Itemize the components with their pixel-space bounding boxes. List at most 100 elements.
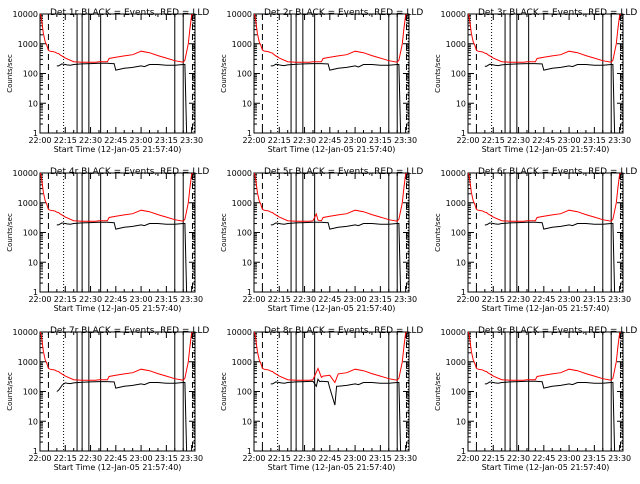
x-tick-label: 22:45 — [532, 136, 555, 145]
series-line-red — [254, 14, 408, 63]
x-tick-label: 23:30 — [180, 295, 203, 304]
y-tick-label: 1000 — [232, 199, 252, 208]
y-tick-label: 10000 — [13, 169, 38, 178]
x-tick-label: 22:15 — [268, 454, 291, 463]
y-tick-label: 10 — [456, 417, 466, 426]
y-tick-label: 100 — [237, 229, 252, 238]
chart-title: Det 2r BLACK = Events, RED = LLD — [264, 8, 423, 18]
y-axis-label: Counts/sec — [6, 54, 14, 93]
y-tick-label: 100 — [451, 70, 466, 79]
series-line-black — [56, 221, 188, 292]
x-axis-label: Start Time (12-Jan-05 21:57:40) — [268, 463, 396, 472]
chart-panel-3: 1 10 100 1000 10000 22:00 22:15 22:30 22:45 23:00… — [434, 8, 637, 154]
y-tick-label: 100 — [451, 388, 466, 397]
x-tick-label: 22:00 — [456, 136, 479, 145]
plot-frame — [39, 13, 196, 134]
x-tick-label: 23:15 — [369, 136, 392, 145]
x-tick-label: 22:15 — [54, 454, 77, 463]
x-tick-label: 23:15 — [583, 295, 606, 304]
x-axis-label: Start Time (12-Jan-05 21:57:40) — [54, 463, 182, 472]
y-axis-label: Counts/sec — [220, 372, 228, 411]
series-line-red — [40, 14, 194, 63]
y-tick-label: 10000 — [13, 10, 38, 19]
x-tick-label: 22:30 — [293, 454, 316, 463]
series-line-black — [56, 62, 188, 133]
chart-panel-4: 1 10 100 1000 10000 22:00 22:15 22:30 22:45 23:00… — [6, 167, 209, 313]
series-line-black — [484, 380, 616, 451]
plot-area — [40, 332, 195, 451]
plot-area — [468, 14, 623, 133]
y-axis-label: Counts/sec — [434, 213, 442, 252]
chart-title: Det 8r BLACK = Events, RED = LLD — [264, 326, 423, 336]
chart-panel-1: 1 10 100 1000 10000 22:00 22:15 22:30 22:45 23:00… — [6, 8, 209, 154]
y-tick-label: 1 — [33, 129, 38, 138]
x-axis-label: Start Time (12-Jan-05 21:57:40) — [482, 145, 610, 154]
y-tick-label: 1 — [247, 288, 252, 297]
x-tick-label: 22:15 — [482, 454, 505, 463]
x-tick-label: 23:15 — [583, 136, 606, 145]
y-tick-label: 100 — [237, 388, 252, 397]
x-tick-label: 22:15 — [482, 136, 505, 145]
x-tick-label: 22:45 — [104, 295, 127, 304]
x-tick-label: 23:30 — [608, 136, 631, 145]
y-tick-label: 1 — [247, 129, 252, 138]
y-tick-label: 1000 — [232, 40, 252, 49]
y-tick-label: 1000 — [446, 358, 466, 367]
plot-frame — [467, 331, 624, 452]
y-axis-label: Counts/sec — [6, 213, 14, 252]
x-axis-label: Start Time (12-Jan-05 21:57:40) — [482, 304, 610, 313]
plot-frame — [253, 172, 410, 293]
x-tick-label: 23:00 — [344, 136, 367, 145]
y-tick-label: 1 — [461, 288, 466, 297]
x-tick-label: 23:00 — [558, 136, 581, 145]
chart-panel-5: 1 10 100 1000 10000 22:00 22:15 22:30 22:45 23:00… — [220, 167, 423, 313]
x-tick-label: 22:00 — [242, 454, 265, 463]
series-line-black — [270, 221, 402, 292]
x-tick-label: 22:30 — [79, 295, 102, 304]
y-axis-label: Counts/sec — [220, 213, 228, 252]
x-tick-label: 22:30 — [293, 136, 316, 145]
y-tick-label: 1 — [247, 447, 252, 456]
x-tick-label: 22:15 — [268, 136, 291, 145]
x-axis-label: Start Time (12-Jan-05 21:57:40) — [268, 145, 396, 154]
x-tick-label: 22:00 — [456, 454, 479, 463]
plot-area — [254, 332, 409, 451]
x-axis-label: Start Time (12-Jan-05 21:57:40) — [54, 304, 182, 313]
x-tick-label: 22:00 — [242, 136, 265, 145]
x-tick-label: 22:45 — [318, 295, 341, 304]
x-tick-label: 22:45 — [318, 454, 341, 463]
x-tick-label: 22:00 — [28, 454, 51, 463]
x-tick-label: 22:00 — [456, 295, 479, 304]
y-tick-label: 10 — [242, 417, 252, 426]
series-line-red — [254, 173, 408, 222]
y-tick-label: 1000 — [18, 358, 38, 367]
plot-frame — [39, 331, 196, 452]
plot-frame — [253, 331, 410, 452]
x-tick-label: 23:15 — [155, 136, 178, 145]
x-tick-label: 22:30 — [507, 136, 530, 145]
series-line-red — [40, 173, 194, 222]
x-tick-label: 23:30 — [394, 295, 417, 304]
x-tick-label: 22:15 — [54, 295, 77, 304]
x-axis-label: Start Time (12-Jan-05 21:57:40) — [54, 145, 182, 154]
x-tick-label: 23:30 — [608, 295, 631, 304]
chart-panel-8: 1 10 100 1000 10000 22:00 22:15 22:30 22:45 23:00… — [220, 326, 423, 472]
plot-frame — [467, 13, 624, 134]
x-tick-label: 23:00 — [558, 295, 581, 304]
x-tick-label: 22:15 — [54, 136, 77, 145]
x-tick-label: 23:00 — [344, 454, 367, 463]
chart-title: Det 7r BLACK = Events, RED = LLD — [50, 326, 209, 336]
x-tick-label: 23:15 — [369, 295, 392, 304]
series-line-red — [468, 332, 622, 381]
y-tick-label: 10000 — [227, 328, 252, 337]
y-tick-label: 10000 — [227, 10, 252, 19]
y-tick-label: 10 — [456, 99, 466, 108]
x-tick-label: 22:15 — [268, 295, 291, 304]
y-tick-label: 1000 — [232, 358, 252, 367]
x-tick-label: 23:00 — [130, 454, 153, 463]
x-tick-label: 23:00 — [558, 454, 581, 463]
y-axis-label: Counts/sec — [6, 372, 14, 411]
y-tick-label: 1000 — [18, 40, 38, 49]
x-axis-label: Start Time (12-Jan-05 21:57:40) — [268, 304, 396, 313]
